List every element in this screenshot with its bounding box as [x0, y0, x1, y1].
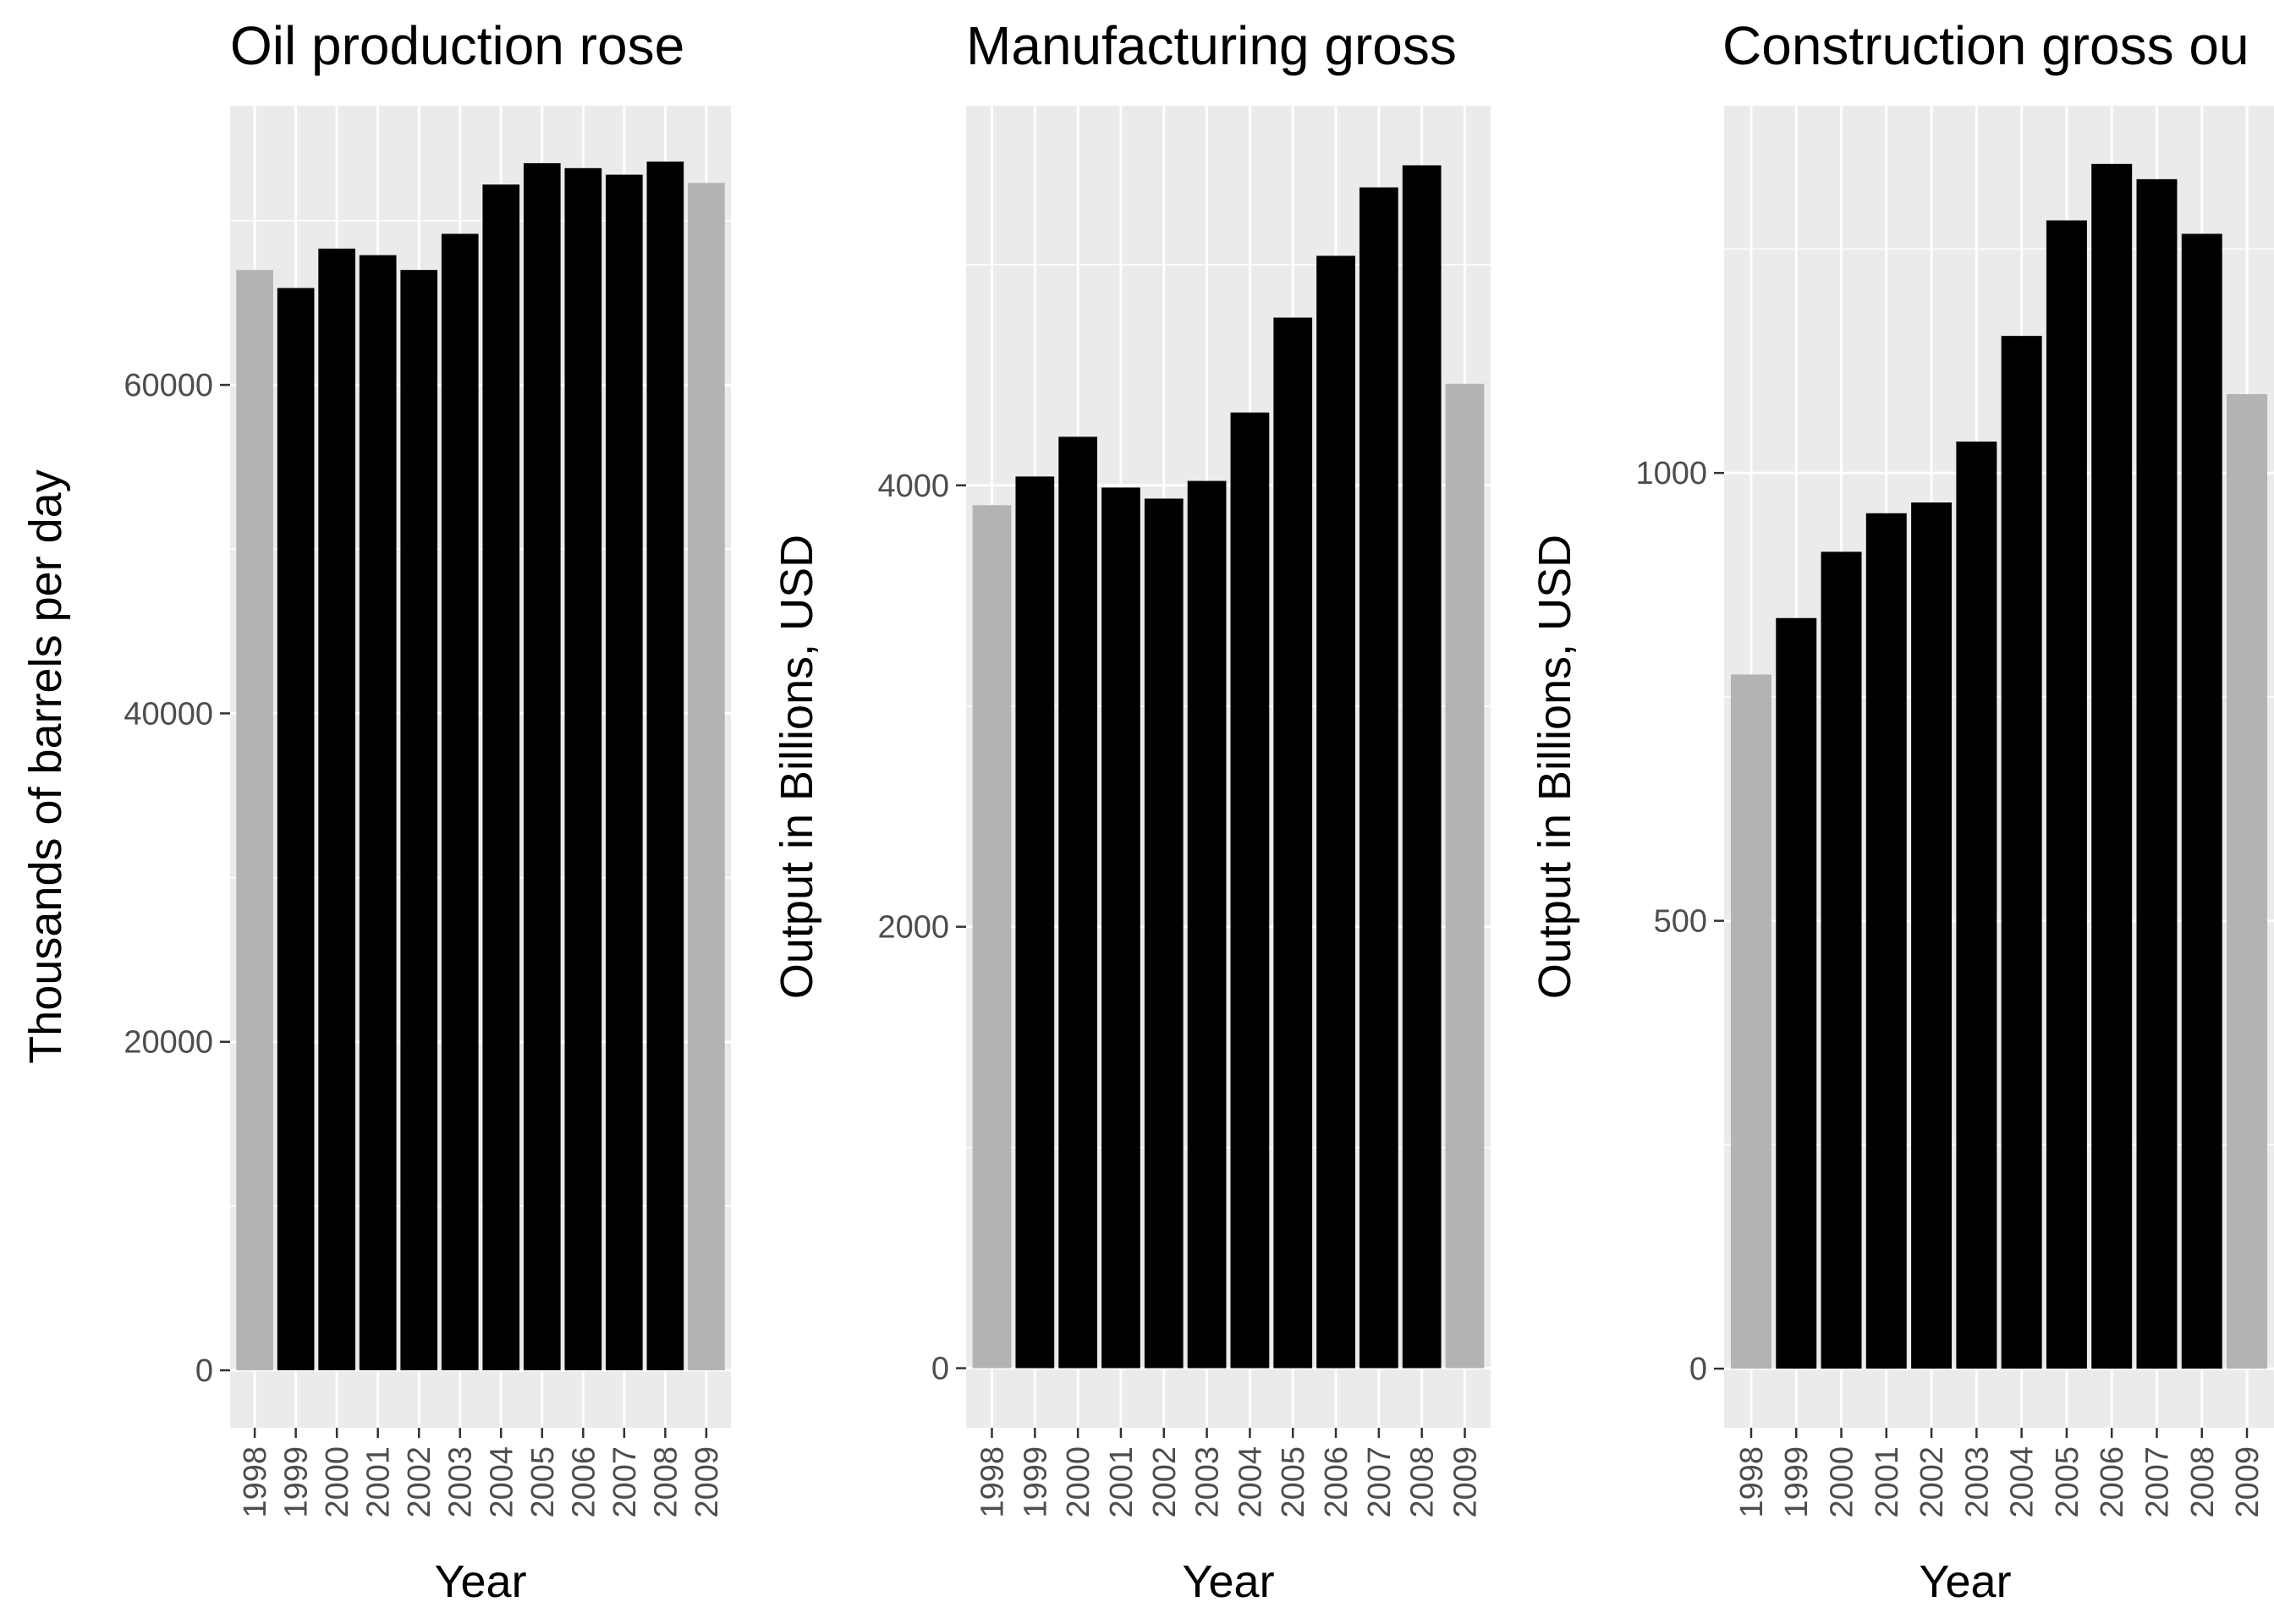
x-tick-label: 1999	[1018, 1446, 1053, 1518]
bar-2004	[2001, 336, 2042, 1369]
bar-1998	[236, 270, 273, 1371]
bar-2003	[441, 233, 479, 1371]
x-tick-label: 2003	[1959, 1446, 1995, 1518]
x-axis-title: Year	[1919, 1556, 2011, 1607]
x-tick-label: 2001	[1104, 1446, 1140, 1518]
bar-2007	[2136, 178, 2178, 1369]
x-tick-label: 1998	[238, 1446, 273, 1518]
y-tick-label: 40000	[124, 696, 213, 732]
x-tick-label: 2000	[1061, 1446, 1096, 1518]
x-tick-label: 2005	[525, 1446, 561, 1518]
y-axis-title: Thousands of barrels per day	[20, 469, 71, 1063]
x-tick-label: 2004	[484, 1446, 519, 1518]
bar-2004	[1230, 412, 1270, 1369]
x-tick-label: 2002	[1147, 1446, 1183, 1518]
bar-2006	[2091, 163, 2133, 1369]
x-tick-label: 1999	[279, 1446, 315, 1518]
bar-2008	[2181, 233, 2222, 1369]
bar-2000	[1821, 551, 1862, 1369]
x-tick-label: 2004	[2005, 1446, 2041, 1518]
x-tick-label: 2001	[1870, 1446, 1905, 1518]
chart-title: Manufacturing gross	[966, 15, 1457, 76]
x-axis-title: Year	[434, 1556, 526, 1607]
y-tick-label: 20000	[124, 1025, 213, 1061]
x-tick-label: 2006	[2095, 1446, 2130, 1518]
bar-2009	[1445, 383, 1485, 1369]
bar-2006	[1316, 255, 1355, 1369]
x-tick-label: 2000	[320, 1446, 355, 1518]
x-tick-label: 2009	[689, 1446, 725, 1518]
bar-2003	[1187, 480, 1227, 1369]
bar-2002	[1911, 502, 1953, 1369]
x-tick-label: 2002	[1914, 1446, 1950, 1518]
bar-2001	[359, 255, 397, 1371]
y-axis-title: Output in Billions, USD	[1530, 535, 1580, 999]
bar-2009	[688, 183, 725, 1371]
x-tick-label: 1998	[1734, 1446, 1770, 1518]
bar-2003	[1956, 442, 1997, 1369]
bar-1998	[972, 505, 1012, 1369]
y-tick-label: 0	[1689, 1352, 1707, 1387]
bar-2005	[2046, 220, 2087, 1369]
x-tick-label: 2007	[1362, 1446, 1398, 1518]
y-tick-label: 2000	[877, 910, 949, 946]
x-tick-label: 2008	[648, 1446, 684, 1518]
x-tick-label: 1999	[1779, 1446, 1815, 1518]
bar-2000	[318, 248, 355, 1371]
bar-2000	[1058, 436, 1097, 1369]
x-tick-label: 2001	[361, 1446, 397, 1518]
x-tick-label: 2003	[443, 1446, 479, 1518]
x-tick-label: 2008	[2185, 1446, 2221, 1518]
bar-1999	[1015, 476, 1055, 1369]
x-tick-label: 1998	[975, 1446, 1010, 1518]
bar-2008	[646, 162, 684, 1371]
x-tick-label: 2006	[566, 1446, 601, 1518]
y-tick-label: 1000	[1635, 456, 1707, 491]
bar-1999	[277, 288, 315, 1371]
x-tick-label: 2005	[1276, 1446, 1311, 1518]
bar-1998	[1730, 674, 1771, 1369]
x-tick-label: 2009	[2230, 1446, 2266, 1518]
x-tick-label: 2000	[1825, 1446, 1860, 1518]
bar-2005	[1273, 317, 1313, 1369]
x-tick-label: 2006	[1319, 1446, 1354, 1518]
bar-2002	[1144, 498, 1184, 1369]
bar-2007	[606, 174, 643, 1371]
bar-2007	[1359, 187, 1398, 1369]
y-tick-label: 4000	[877, 469, 949, 504]
bar-2001	[1101, 487, 1140, 1369]
y-tick-label: 0	[931, 1352, 949, 1387]
x-axis-title: Year	[1182, 1556, 1274, 1607]
x-tick-label: 2003	[1190, 1446, 1226, 1518]
y-axis-title: Output in Billions, USD	[772, 535, 822, 999]
y-tick-label: 60000	[124, 368, 213, 403]
bar-1999	[1776, 617, 1817, 1369]
bar-2005	[523, 162, 561, 1371]
x-tick-label: 2007	[607, 1446, 643, 1518]
bar-2004	[482, 184, 520, 1371]
chart-panel-1: 0 20000 40000 60000 1998 1999 2000 2001 2002 2003…	[20, 15, 731, 1607]
chart-title: Oil production rose	[230, 15, 684, 76]
x-tick-label: 2005	[2050, 1446, 2085, 1518]
x-tick-label: 2002	[402, 1446, 437, 1518]
bar-2006	[564, 167, 602, 1371]
x-tick-label: 2007	[2139, 1446, 2175, 1518]
bar-2009	[2227, 393, 2268, 1369]
bar-2002	[400, 270, 438, 1371]
x-tick-label: 2009	[1448, 1446, 1484, 1518]
bar-2008	[1402, 165, 1442, 1369]
x-tick-label: 2008	[1405, 1446, 1441, 1518]
chart-title: Construction gross ou	[1722, 15, 2249, 76]
y-tick-label: 0	[195, 1353, 213, 1389]
bar-2001	[1865, 513, 1907, 1369]
y-tick-label: 500	[1654, 904, 1707, 940]
x-tick-label: 2004	[1233, 1446, 1268, 1518]
